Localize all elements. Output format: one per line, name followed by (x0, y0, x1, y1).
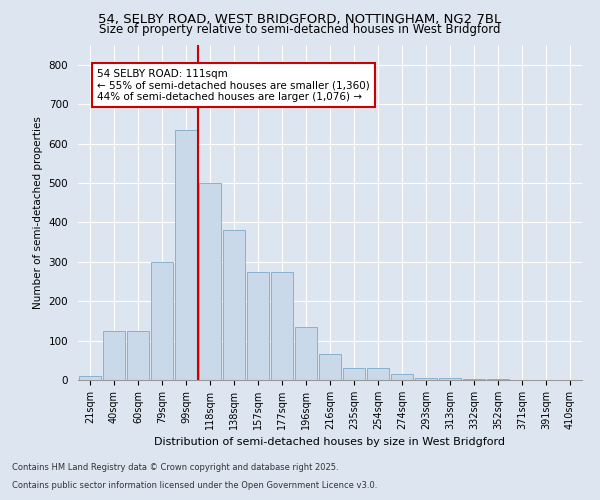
Text: 54 SELBY ROAD: 111sqm
← 55% of semi-detached houses are smaller (1,360)
44% of s: 54 SELBY ROAD: 111sqm ← 55% of semi-deta… (97, 68, 370, 102)
Bar (463, 379, 485, 380)
Bar (439, 378, 461, 380)
Bar (223, 230, 245, 380)
Bar (415, 378, 437, 380)
Bar (271, 272, 293, 380)
Bar (391, 374, 413, 380)
Text: Contains HM Land Registry data © Crown copyright and database right 2025.: Contains HM Land Registry data © Crown c… (12, 464, 338, 472)
Bar (367, 368, 389, 380)
Bar (199, 183, 221, 380)
X-axis label: Distribution of semi-detached houses by size in West Bridgford: Distribution of semi-detached houses by … (155, 438, 505, 448)
Y-axis label: Number of semi-detached properties: Number of semi-detached properties (33, 116, 43, 309)
Bar (319, 354, 341, 380)
Bar (295, 327, 317, 380)
Text: Contains public sector information licensed under the Open Government Licence v3: Contains public sector information licen… (12, 481, 377, 490)
Text: Size of property relative to semi-detached houses in West Bridgford: Size of property relative to semi-detach… (99, 22, 501, 36)
Bar (151, 262, 173, 380)
Bar (79, 376, 101, 380)
Bar (247, 272, 269, 380)
Bar (127, 330, 149, 380)
Bar (487, 379, 509, 380)
Bar (343, 368, 365, 380)
Text: 54, SELBY ROAD, WEST BRIDGFORD, NOTTINGHAM, NG2 7BL: 54, SELBY ROAD, WEST BRIDGFORD, NOTTINGH… (98, 12, 502, 26)
Bar (103, 330, 125, 380)
Bar (175, 130, 197, 380)
